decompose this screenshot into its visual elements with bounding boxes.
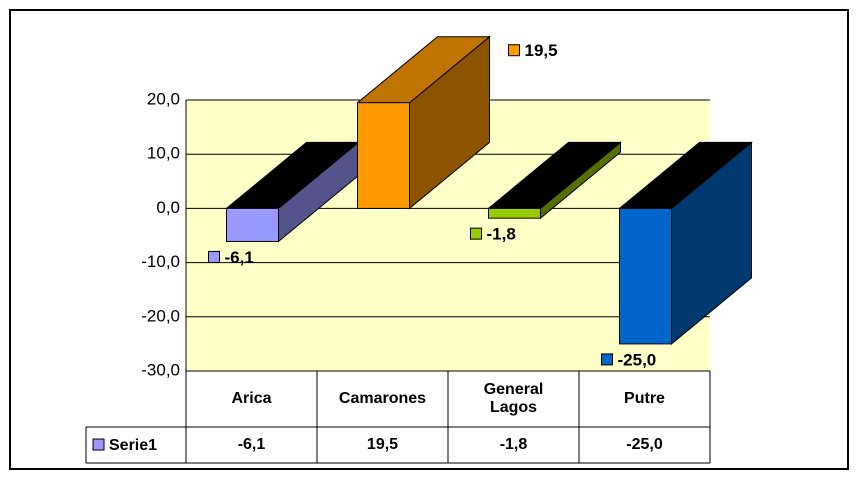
bar <box>226 207 279 242</box>
table-value: 19,5 <box>366 435 399 453</box>
y-tick-label: 20,0 <box>147 89 180 108</box>
value-label: -25,0 <box>618 350 657 369</box>
table-value-box: -6,1 <box>237 435 266 453</box>
category-label-box: General Lagos <box>483 380 544 416</box>
value-label: -1,8 <box>487 225 516 244</box>
value-label: -6,1 <box>225 248 254 267</box>
y-tick-label: -10,0 <box>141 252 180 271</box>
value-label-key <box>208 250 220 263</box>
table-value-box: -25,0 <box>626 435 663 453</box>
table-value: -25,0 <box>626 435 663 453</box>
category-label: Camarones <box>338 389 427 407</box>
bar <box>357 102 410 209</box>
value-label-key <box>470 227 482 240</box>
category-label: General Lagos <box>483 380 544 416</box>
value-label-key <box>601 353 613 366</box>
y-tick-label: 10,0 <box>147 144 180 163</box>
category-label-box: Putre <box>624 389 665 407</box>
value-label-key <box>508 44 520 57</box>
legend-key <box>92 438 105 451</box>
category-label-box: Arica <box>231 389 272 407</box>
table-value-box: 19,5 <box>366 435 399 453</box>
legend-label: Serie1 <box>109 437 157 454</box>
bar <box>488 207 541 219</box>
y-tick-label: -30,0 <box>141 360 180 379</box>
y-tick-label: -20,0 <box>141 306 180 325</box>
table-value: -6,1 <box>237 435 266 453</box>
bar <box>619 207 672 345</box>
category-label-box: Camarones <box>338 389 427 407</box>
table-value: -1,8 <box>499 435 528 453</box>
y-tick-label: 0,0 <box>156 198 180 217</box>
category-label: Arica <box>231 389 272 407</box>
value-label: 19,5 <box>525 41 558 60</box>
category-label: Putre <box>624 389 665 407</box>
table-value-box: -1,8 <box>499 435 528 453</box>
